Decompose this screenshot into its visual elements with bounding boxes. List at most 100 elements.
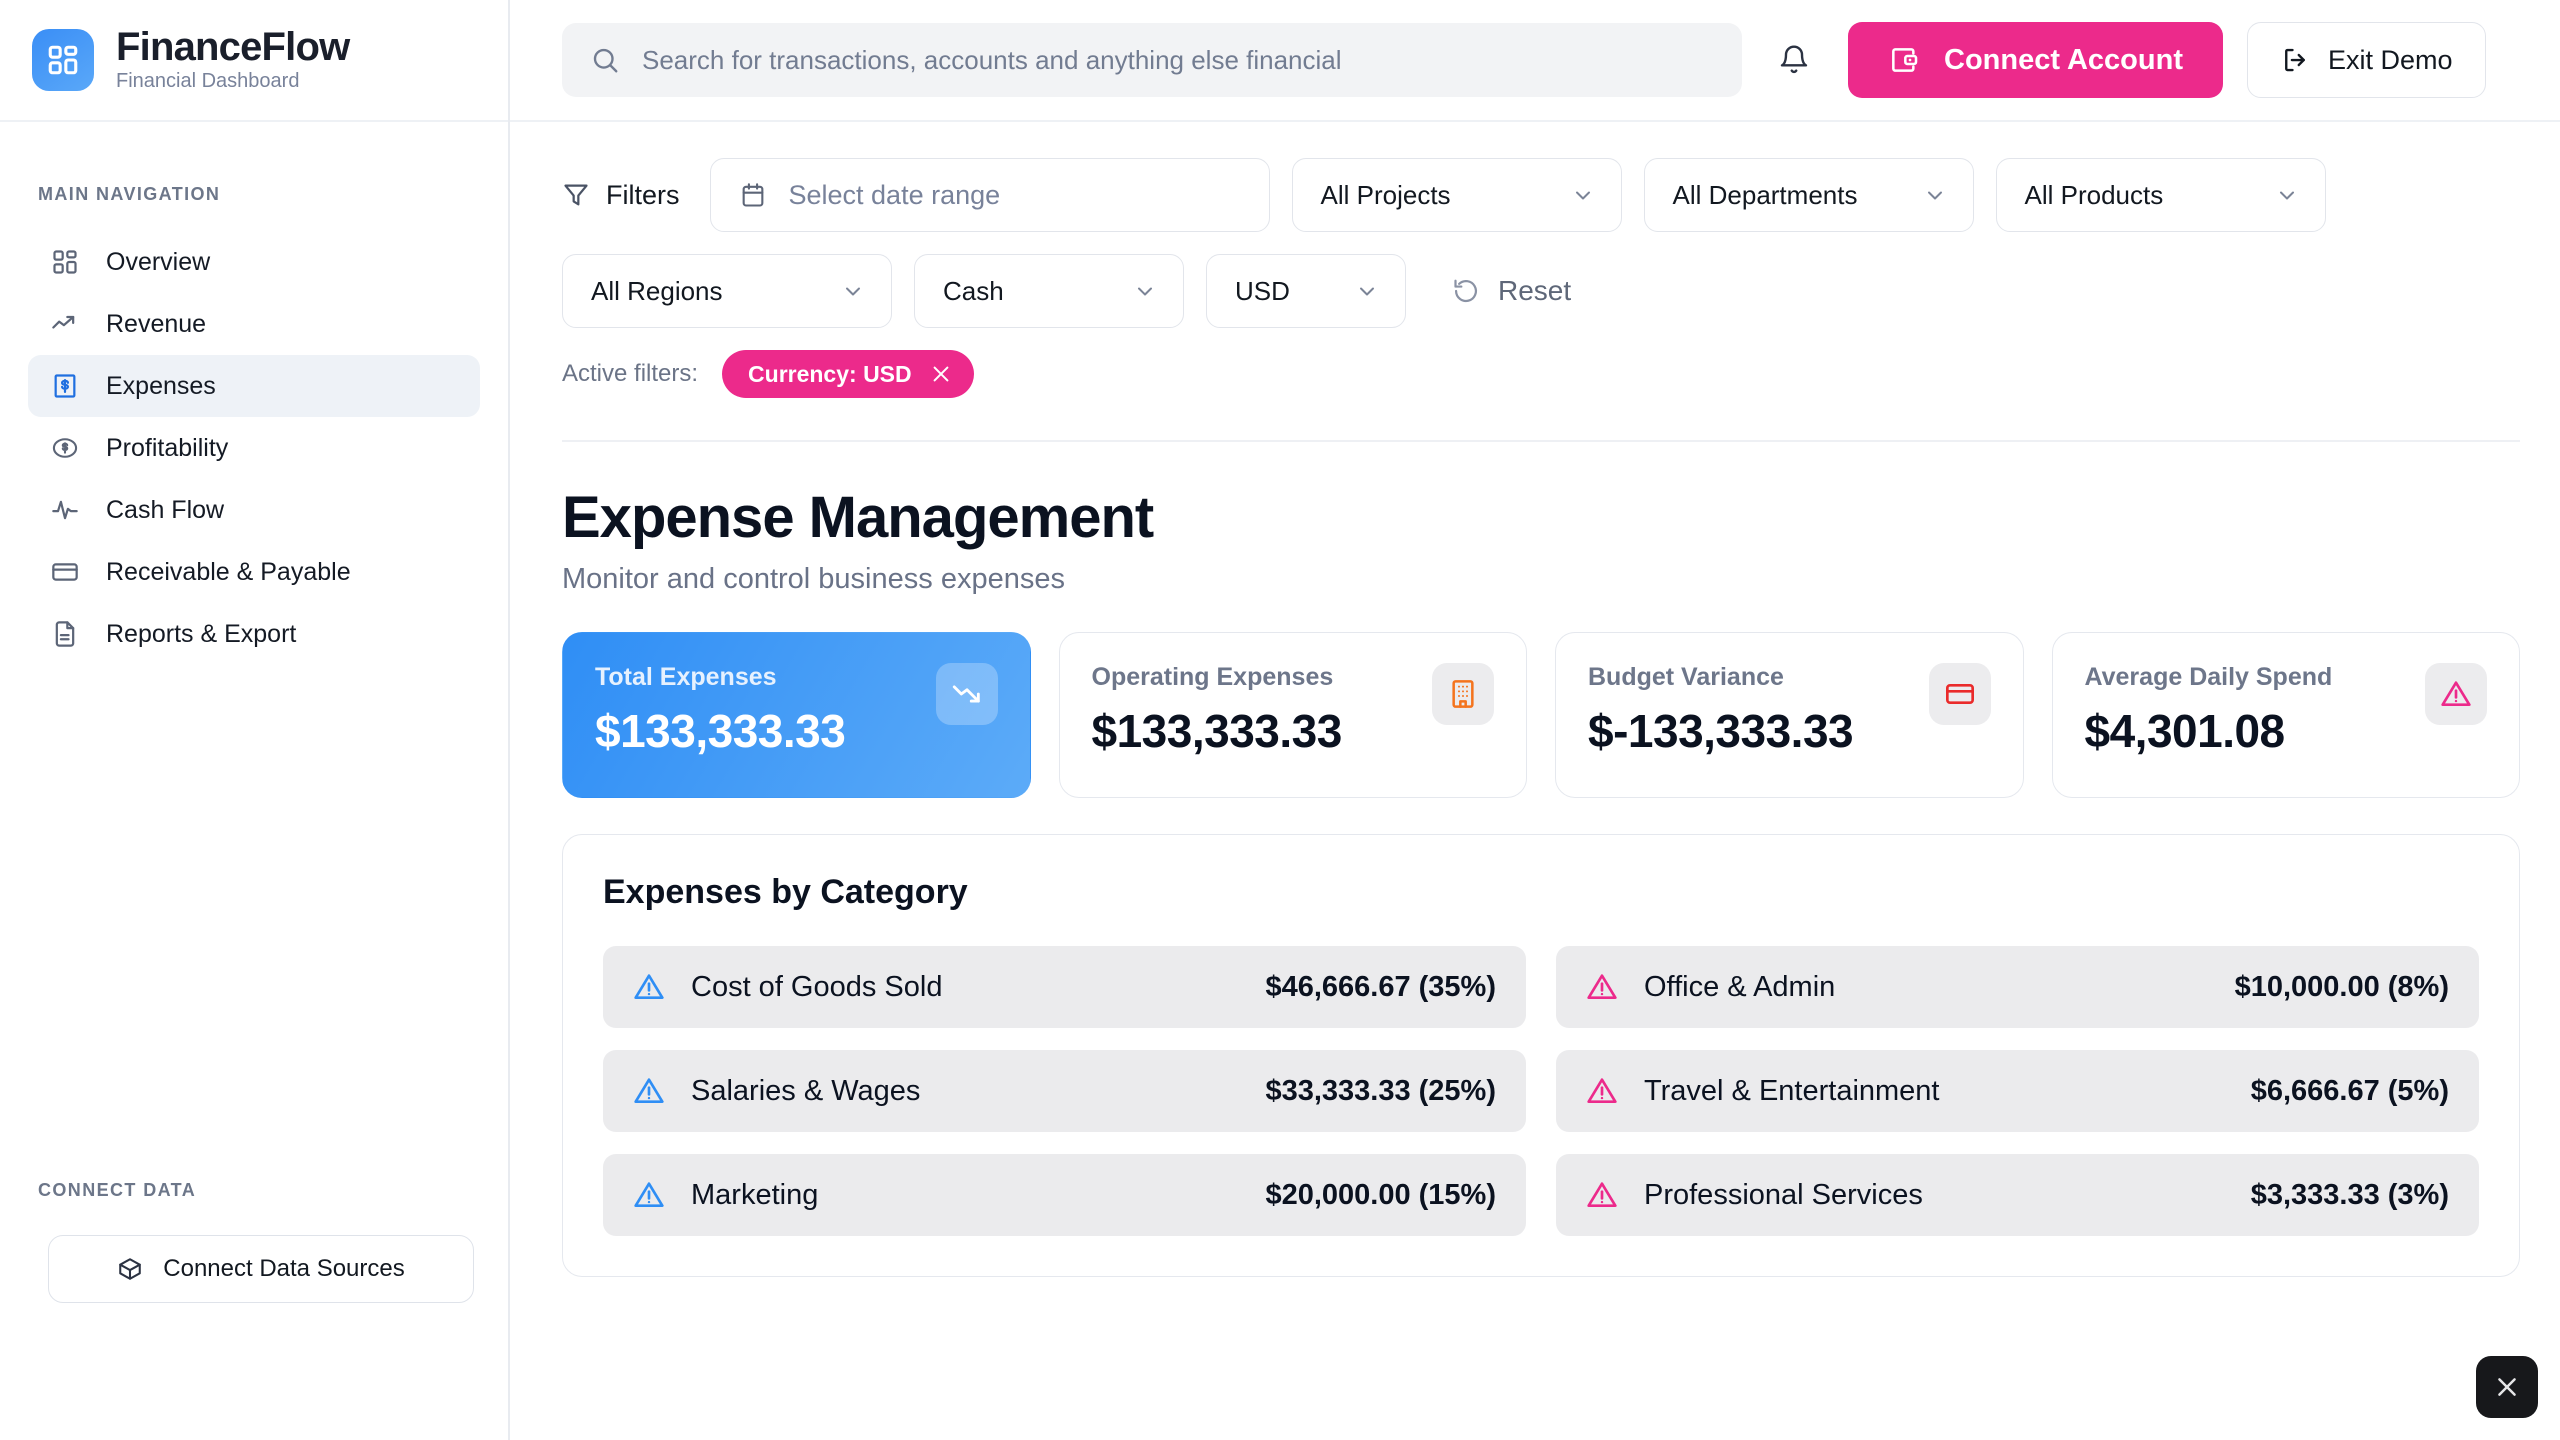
credit-card-icon [50, 557, 80, 587]
grid-icon [50, 247, 80, 277]
filters-label: Filters [606, 179, 680, 210]
page-subtitle: Monitor and control business expenses [562, 563, 1065, 595]
kpi-label: Operating Expenses [1091, 663, 1334, 691]
sidebar-item-overview[interactable]: Overview [28, 231, 480, 293]
category-row-travel-entertainment[interactable]: Travel & Entertainment $6,666.67 (5%) [1556, 1050, 2479, 1132]
date-range-picker[interactable]: Select date range [709, 158, 1270, 232]
filter-row-2: All Regions Cash USD [562, 254, 2560, 328]
kpi-card-budget-variance[interactable]: Budget Variance $-133,333.33 [1555, 632, 2024, 798]
select-currency-value: USD [1235, 275, 1290, 306]
reset-label: Reset [1498, 275, 1572, 306]
rotate-ccw-icon [1452, 277, 1480, 305]
kpi-card-average-daily-spend[interactable]: Average Daily Spend $4,301.08 [2051, 632, 2520, 798]
trending-down-icon [935, 663, 998, 725]
panel-title: Expenses by Category [603, 873, 968, 911]
main-navigation: Overview Revenue Expenses [0, 231, 508, 665]
active-filters-label: Active filters: [562, 360, 699, 387]
bell-icon [1778, 44, 1810, 76]
category-name: Travel & Entertainment [1644, 1074, 1940, 1107]
sidebar-item-cash-flow[interactable]: Cash Flow [28, 479, 480, 541]
chevron-down-icon [1923, 183, 1947, 207]
connect-data-sources-button[interactable]: Connect Data Sources [48, 1235, 474, 1303]
alert-triangle-icon [2425, 663, 2487, 725]
filter-row-1: Filters Select date range All Projects [562, 158, 2560, 232]
select-currency[interactable]: USD [1206, 254, 1406, 328]
box-cube-icon [117, 1256, 143, 1282]
category-row-cost-of-goods-sold[interactable]: Cost of Goods Sold $46,666.67 (35%) [603, 946, 1526, 1028]
kpi-card-row: Total Expenses $133,333.33 Operating Exp… [510, 596, 2560, 798]
alert-triangle-icon [1586, 1179, 1618, 1211]
chevron-down-icon [2275, 183, 2299, 207]
dollar-circle-icon [50, 433, 80, 463]
category-row-salaries-wages[interactable]: Salaries & Wages $33,333.33 (25%) [603, 1050, 1526, 1132]
sidebar-item-receivable-payable[interactable]: Receivable & Payable [28, 541, 480, 603]
select-regions-value: All Regions [591, 275, 723, 306]
kpi-card-total-expenses[interactable]: Total Expenses $133,333.33 [562, 632, 1031, 798]
main-content: Search for transactions, accounts and an… [510, 0, 2560, 1440]
wallet-icon [1888, 44, 1920, 76]
sidebar-item-label: Reports & Export [106, 619, 297, 648]
sidebar: FinanceFlow Financial Dashboard MAIN NAV… [0, 0, 510, 1440]
search-input[interactable]: Search for transactions, accounts and an… [562, 23, 1742, 97]
select-projects[interactable]: All Projects [1291, 158, 1622, 232]
expenses-by-category-panel: Expenses by Category Cost of Goods Sold … [562, 834, 2520, 1277]
alert-triangle-icon [1586, 971, 1618, 1003]
exit-demo-button[interactable]: Exit Demo [2246, 22, 2486, 98]
category-name: Cost of Goods Sold [691, 970, 943, 1003]
kpi-value: $-133,333.33 [1588, 705, 1854, 757]
alert-triangle-icon [633, 1075, 665, 1107]
close-overlay-button[interactable] [2476, 1356, 2538, 1418]
search-icon [590, 45, 620, 75]
filters-bar: Filters Select date range All Projects [510, 122, 2560, 398]
sidebar-item-label: Profitability [106, 433, 229, 462]
select-accounting-basis[interactable]: Cash [914, 254, 1184, 328]
category-row-professional-services[interactable]: Professional Services $3,333.33 (3%) [1556, 1154, 2479, 1236]
chevron-down-icon [1355, 279, 1379, 303]
app-logo [32, 29, 94, 91]
select-products-value: All Products [2024, 179, 2164, 210]
sidebar-item-revenue[interactable]: Revenue [28, 293, 480, 355]
select-departments[interactable]: All Departments [1643, 158, 1974, 232]
category-amount: $20,000.00 (15%) [1265, 1178, 1496, 1211]
sidebar-item-reports-export[interactable]: Reports & Export [28, 603, 480, 665]
trending-up-icon [50, 309, 80, 339]
sidebar-item-label: Overview [106, 247, 211, 276]
notifications-button[interactable] [1754, 23, 1834, 97]
brand-title: FinanceFlow [116, 24, 350, 69]
chevron-down-icon [841, 279, 865, 303]
funnel-icon [562, 181, 590, 209]
chevron-down-icon [1133, 279, 1157, 303]
kpi-value: $133,333.33 [595, 705, 846, 757]
select-projects-value: All Projects [1320, 179, 1451, 210]
category-grid: Cost of Goods Sold $46,666.67 (35%) Offi… [603, 946, 2479, 1236]
category-amount: $6,666.67 (5%) [2250, 1074, 2449, 1107]
search-placeholder: Search for transactions, accounts and an… [642, 44, 1342, 75]
category-name: Salaries & Wages [691, 1074, 921, 1107]
select-regions[interactable]: All Regions [562, 254, 892, 328]
active-filters: Active filters: Currency: USD [562, 350, 2560, 398]
active-filter-chip-currency[interactable]: Currency: USD [722, 350, 974, 398]
category-row-marketing[interactable]: Marketing $20,000.00 (15%) [603, 1154, 1526, 1236]
connect-account-button[interactable]: Connect Account [1848, 22, 2223, 98]
kpi-label: Total Expenses [595, 663, 777, 691]
category-amount: $3,333.33 (3%) [2250, 1178, 2449, 1211]
building-icon [1432, 663, 1494, 725]
select-departments-value: All Departments [1672, 179, 1858, 210]
sidebar-item-profitability[interactable]: Profitability [28, 417, 480, 479]
category-name: Marketing [691, 1178, 819, 1211]
brand-subtitle: Financial Dashboard [116, 70, 300, 93]
kpi-card-operating-expenses[interactable]: Operating Expenses $133,333.33 [1058, 632, 1527, 798]
document-icon [50, 619, 80, 649]
close-icon[interactable] [930, 363, 952, 385]
topbar: Search for transactions, accounts and an… [510, 0, 2560, 122]
calendar-icon [739, 181, 767, 209]
category-row-office-admin[interactable]: Office & Admin $10,000.00 (8%) [1556, 946, 2479, 1028]
select-products[interactable]: All Products [1995, 158, 2326, 232]
sidebar-item-label: Revenue [106, 309, 207, 338]
reset-filters-button[interactable]: Reset [1452, 275, 1571, 307]
date-range-placeholder: Select date range [788, 179, 1001, 210]
connect-section-label: CONNECT DATA [38, 1180, 197, 1200]
chip-label: Currency: USD [748, 360, 912, 387]
sidebar-item-expenses[interactable]: Expenses [28, 355, 480, 417]
credit-card-icon [1928, 663, 1991, 725]
